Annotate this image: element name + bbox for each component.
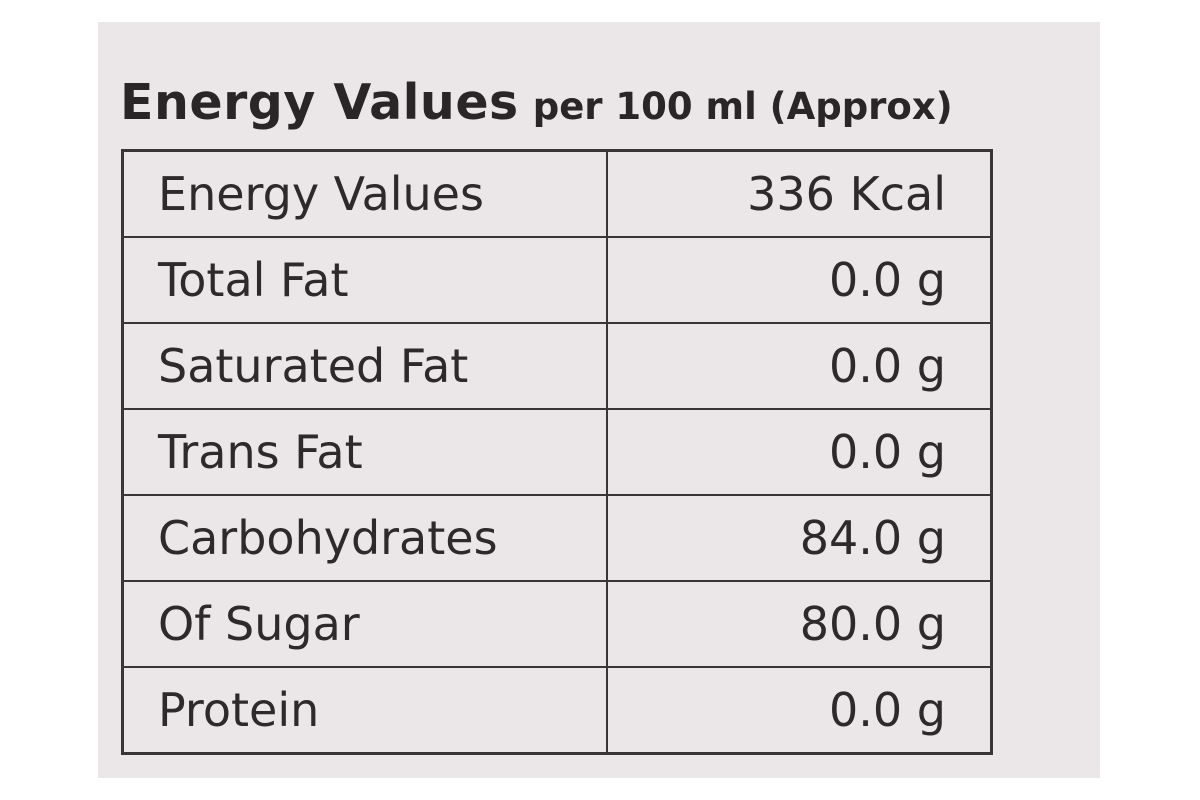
table-row: Total Fat 0.0 g [121, 236, 993, 324]
nutrient-value: 0.0 g [605, 322, 993, 410]
table-row: Energy Values 336 Kcal [121, 149, 993, 238]
nutrient-value: 84.0 g [605, 494, 993, 582]
table-row: Protein 0.0 g [121, 666, 993, 755]
table-row: Of Sugar 80.0 g [121, 580, 993, 668]
nutrient-name: Total Fat [121, 236, 608, 324]
nutrient-value: 0.0 g [605, 408, 993, 496]
table-row: Saturated Fat 0.0 g [121, 322, 993, 410]
table-row: Trans Fat 0.0 g [121, 408, 993, 496]
heading-subtitle: per 100 ml (Approx) [532, 85, 953, 128]
nutrient-name: Of Sugar [121, 580, 608, 668]
nutrient-name: Energy Values [121, 149, 608, 238]
nutrient-name: Carbohydrates [121, 494, 608, 582]
table-row: Carbohydrates 84.0 g [121, 494, 993, 582]
label-heading: Energy Values per 100 ml (Approx) [120, 74, 953, 131]
nutrient-name: Saturated Fat [121, 322, 608, 410]
nutrient-value: 0.0 g [605, 666, 993, 755]
nutrient-name: Trans Fat [121, 408, 608, 496]
nutrition-label: Energy Values per 100 ml (Approx) Energy … [98, 22, 1100, 778]
heading-title: Energy Values [120, 74, 519, 131]
nutrient-value: 336 Kcal [605, 149, 993, 238]
nutrient-name: Protein [121, 666, 608, 755]
nutrient-value: 80.0 g [605, 580, 993, 668]
nutrient-value: 0.0 g [605, 236, 993, 324]
nutrition-table: Energy Values 336 Kcal Total Fat 0.0 g S… [121, 149, 993, 755]
